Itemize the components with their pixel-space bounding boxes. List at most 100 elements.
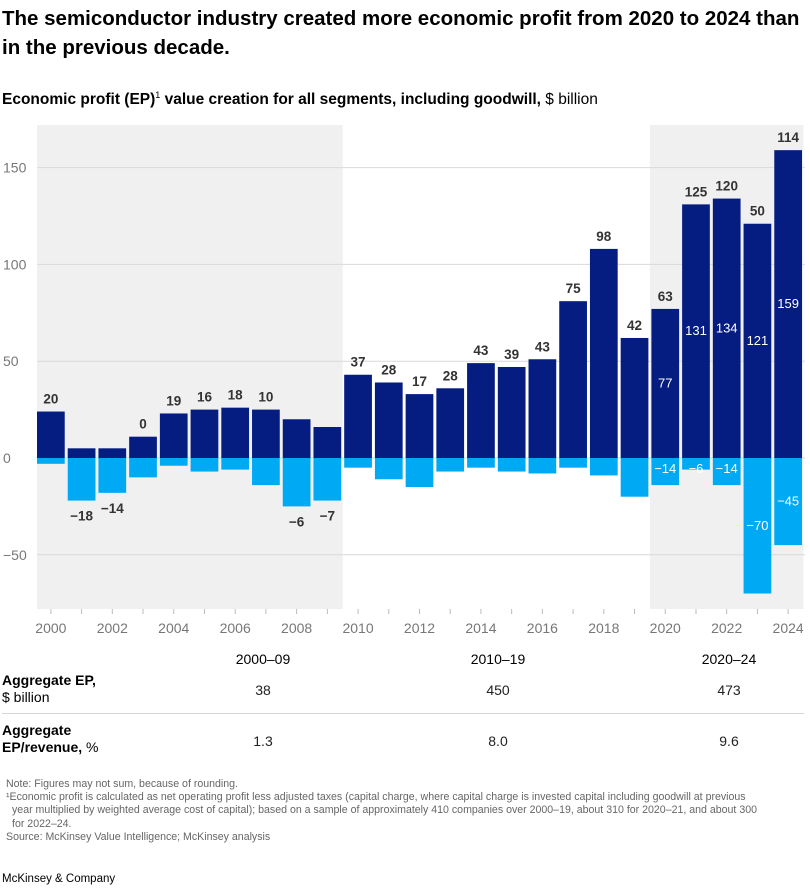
row-label-aggregate-ep: Aggregate EP, $ billion	[2, 672, 96, 706]
subtitle-bold-tail: value creation for all segments, includi…	[160, 91, 541, 108]
bar-positive-2004	[159, 413, 188, 458]
bar-negative-2004	[159, 457, 188, 466]
bar-positive-value-label: 159	[777, 296, 799, 311]
net-ep-label: 114	[777, 130, 799, 145]
bar-negative-2023	[743, 457, 772, 594]
net-ep-label: 10	[258, 390, 273, 405]
x-tick-label: 2016	[527, 620, 558, 636]
bar-positive-2014	[467, 363, 495, 458]
bar-positive-2000	[37, 411, 65, 458]
bar-positive-2007	[252, 409, 280, 458]
bar-negative-2009	[313, 457, 342, 501]
footnote-ep-line2: year multiplied by weighted average cost…	[12, 804, 757, 817]
x-tick-label: 2010	[342, 620, 373, 636]
net-ep-label: 120	[715, 179, 738, 194]
row-label-ep-revenue-line2: EP/revenue, %	[2, 739, 99, 755]
x-tick-label: 2024	[773, 620, 804, 636]
footnote-ep-line1: ¹Economic profit is calculated as net op…	[6, 791, 746, 804]
bar-positive-2006	[221, 407, 250, 458]
net-ep-label: 63	[658, 289, 674, 304]
bar-positive-2015	[497, 367, 526, 458]
bar-positive-2017	[559, 301, 587, 458]
x-tick-label: 2012	[404, 620, 435, 636]
bar-positive-2012	[405, 394, 434, 458]
x-tick-label: 2002	[97, 620, 128, 636]
y-tick-label: 50	[3, 353, 19, 369]
net-ep-label: 16	[197, 390, 213, 405]
bar-positive-2013	[436, 388, 465, 458]
period-header-2000-09: 2000–09	[235, 651, 291, 667]
bar-negative-2020	[651, 457, 680, 486]
table-divider	[2, 713, 804, 714]
row-label-aggregate-ep-bold: Aggregate EP,	[2, 672, 96, 688]
net-ep-label: 28	[443, 368, 459, 383]
bar-positive-2016	[528, 359, 557, 458]
bar-negative-2001	[67, 457, 96, 501]
net-ep-label: 37	[351, 355, 366, 370]
net-ep-label: 39	[504, 347, 519, 362]
x-tick-label: 2014	[465, 620, 496, 636]
bar-negative-2002	[98, 457, 127, 493]
net-ep-label: −6	[289, 514, 305, 529]
bar-positive-value-label: 131	[685, 323, 707, 338]
net-ep-label: 43	[535, 339, 551, 354]
row-label-ep-revenue: Aggregate EP/revenue, %	[2, 722, 99, 756]
y-tick-label: 150	[3, 160, 27, 176]
x-tick-label: 2006	[220, 620, 251, 636]
bar-negative-2014	[467, 457, 495, 468]
net-ep-label: −18	[70, 509, 93, 524]
chart-title: The semiconductor industry created more …	[2, 7, 800, 59]
net-ep-label: 18	[228, 388, 244, 403]
bar-negative-2016	[528, 457, 557, 474]
net-ep-label: 17	[412, 374, 427, 389]
bar-positive-2024	[774, 150, 802, 458]
bar-positive-2005	[190, 409, 219, 458]
bar-negative-2017	[559, 457, 587, 468]
bar-negative-2018	[589, 457, 618, 476]
footnote-marker: 1	[155, 90, 161, 100]
net-ep-label: 28	[381, 362, 397, 377]
bar-positive-2008	[282, 419, 311, 458]
bar-negative-2021	[682, 457, 710, 470]
x-tick-label: 2000	[35, 620, 66, 636]
y-tick-label: 0	[3, 450, 11, 466]
bar-negative-value-label: −14	[654, 461, 676, 476]
footnote-ep-line3: for 2022–24.	[12, 817, 72, 830]
subtitle-unit: $ billion	[541, 91, 598, 108]
bar-negative-2000	[37, 457, 65, 464]
bar-negative-2007	[252, 457, 280, 486]
row-label-ep-revenue-line1: Aggregate	[2, 722, 72, 738]
ep-revenue-2010-19: 8.0	[488, 733, 508, 749]
net-ep-label: 50	[750, 204, 765, 219]
bar-negative-2011	[374, 457, 403, 480]
bar-negative-2012	[405, 457, 434, 488]
bar-negative-2013	[436, 457, 465, 472]
period-header-2020-24: 2020–24	[701, 651, 757, 667]
bar-positive-2010	[344, 374, 372, 458]
x-tick-label: 2004	[158, 620, 189, 636]
net-ep-label: 98	[596, 229, 612, 244]
x-tick-label: 2020	[650, 620, 681, 636]
x-tick-label: 2008	[281, 620, 312, 636]
aggregate-ep-2020-24: 473	[717, 682, 741, 698]
subtitle-bold: Economic profit (EP)	[2, 91, 156, 108]
ep-revenue-2000-09: 1.3	[253, 733, 273, 749]
bar-negative-2015	[497, 457, 526, 472]
bar-positive-value-label: 134	[716, 320, 738, 335]
aggregate-ep-2000-09: 38	[255, 682, 271, 698]
period-header-2010-19: 2010–19	[470, 651, 526, 667]
ep-revenue-2020-24: 9.6	[719, 733, 739, 749]
row-label-aggregate-ep-unit: $ billion	[2, 689, 50, 705]
net-ep-label: 75	[566, 281, 582, 296]
bar-positive-2019	[620, 337, 649, 458]
bar-positive-value-label: 77	[658, 375, 672, 390]
aggregate-ep-2010-19: 450	[486, 682, 510, 698]
bar-positive-2023	[743, 223, 772, 458]
bar-negative-value-label: −6	[689, 461, 704, 476]
note-rounding: Note: Figures may not sum, because of ro…	[6, 778, 239, 790]
bar-positive-2018	[589, 248, 618, 458]
source-line: Source: McKinsey Value Intelligence; McK…	[6, 830, 271, 843]
net-ep-label: 20	[43, 392, 58, 407]
bar-negative-2019	[620, 457, 649, 497]
bar-positive-2021	[682, 204, 710, 458]
